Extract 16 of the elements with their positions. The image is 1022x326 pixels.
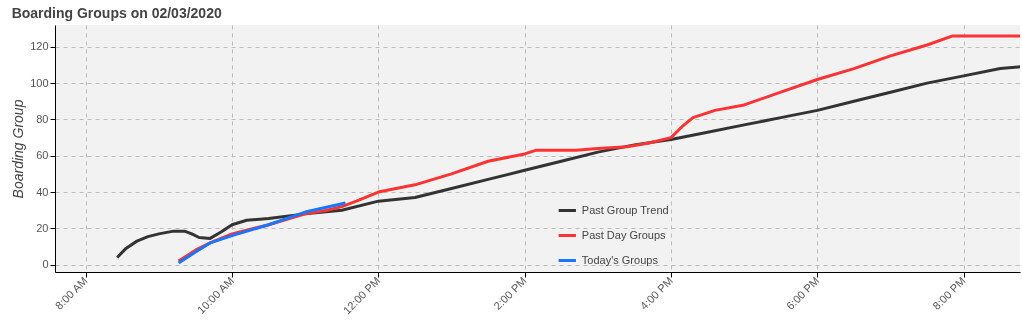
legend-label: Past Group Trend bbox=[581, 203, 669, 216]
y-tick-label: 80 bbox=[36, 112, 49, 125]
y-tick-label: 120 bbox=[30, 40, 49, 53]
y-tick-label: 60 bbox=[36, 149, 49, 162]
legend-label: Today's Groups bbox=[581, 253, 659, 266]
y-tick-label: 100 bbox=[30, 76, 49, 89]
x-tick-label: 8:00 AM bbox=[52, 274, 90, 312]
y-tick-label: 40 bbox=[36, 185, 49, 198]
y-axis-title: Boarding Group bbox=[10, 99, 27, 199]
line-series bbox=[177, 201, 347, 265]
y-tick-label: 0 bbox=[42, 258, 49, 271]
chart-title: Boarding Groups on 02/03/2020 bbox=[11, 5, 222, 21]
x-tick-label: 6:00 PM bbox=[783, 274, 822, 312]
legend-label: Past Day Groups bbox=[581, 228, 667, 241]
x-tick-label: 4:00 PM bbox=[637, 274, 676, 312]
y-tick-label: 20 bbox=[36, 221, 49, 234]
